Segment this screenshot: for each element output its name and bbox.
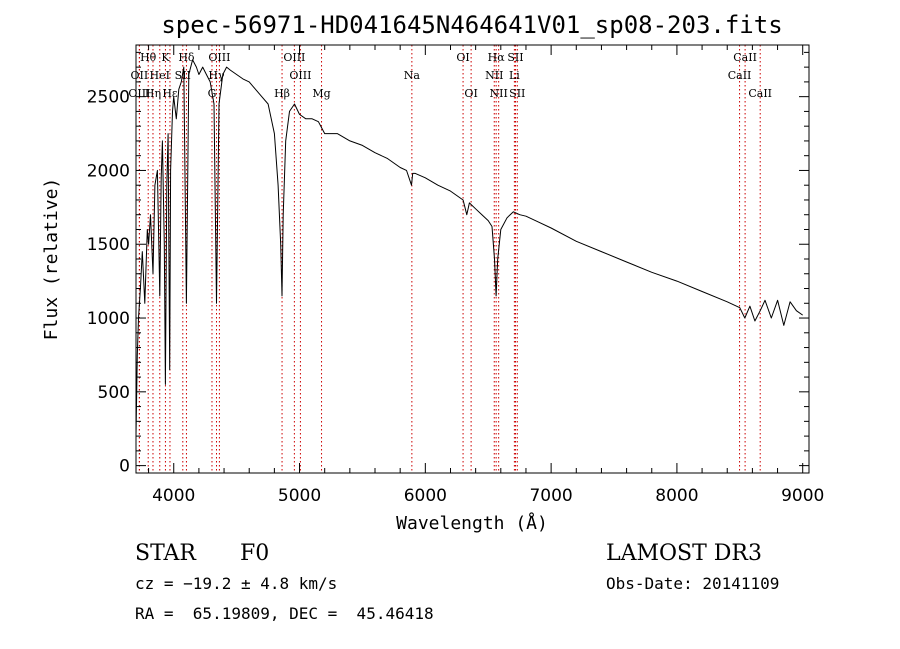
spectral-line-label: Li	[509, 69, 520, 82]
spectral-line-label: SII	[507, 51, 523, 64]
y-tick-label: 1000	[87, 309, 130, 329]
spectral-line-label: Hβ	[274, 87, 290, 100]
spectral-line-label: CaII	[728, 69, 752, 82]
spectrum-series	[135, 59, 803, 437]
spectral-line-label: Hθ	[140, 51, 157, 64]
x-tick-label: 7000	[529, 486, 572, 506]
spectral-line-label: HeI	[150, 69, 170, 82]
x-tick-label: 6000	[404, 486, 447, 506]
sky-coordinates: RA = 65.19809, DEC = 45.46418	[135, 604, 434, 623]
x-tick-label: 4000	[152, 486, 195, 506]
plot-frame	[135, 44, 810, 474]
spectral-subclass: F0	[240, 541, 269, 566]
spectral-line-label: NII	[490, 87, 508, 100]
y-tick-label: 500	[98, 383, 130, 403]
spectral-line-label: SII	[509, 87, 525, 100]
spectral-line-label: CaII	[748, 87, 772, 100]
spectral-line-label: Mg	[312, 87, 330, 100]
spectral-line-label: K	[161, 51, 170, 64]
x-tick-label: 5000	[278, 486, 321, 506]
y-tick-label: 2000	[87, 161, 130, 181]
x-axis-label: Wavelength (Å)	[396, 512, 548, 534]
observation-date: Obs-Date: 20141109	[606, 574, 779, 593]
spectral-line-label: Hα	[488, 51, 506, 64]
spectral-line-label: OIII	[289, 69, 311, 82]
x-tick-label: 8000	[655, 486, 698, 506]
survey-name: LAMOST DR3	[606, 541, 762, 566]
x-axis-ticks: 4000 5000 6000 7000 8000 9000	[148, 45, 824, 506]
chart-title: spec-56971-HD041645N464641V01_sp08-203.f…	[161, 11, 782, 39]
spectral-line-label: Hη	[145, 87, 161, 100]
redshift-velocity: cz = −19.2 ± 4.8 km/s	[135, 574, 337, 593]
spectral-line-markers	[138, 45, 761, 473]
spectral-line-label: OI	[456, 51, 469, 64]
y-tick-label: 1500	[87, 235, 130, 255]
spectral-line-label: Hδ	[178, 51, 195, 64]
spectral-line-label: OIII	[208, 51, 230, 64]
spectral-line-label: Hγ	[208, 69, 225, 82]
y-tick-label: 2500	[87, 88, 130, 108]
spectral-line-label: Na	[404, 69, 421, 82]
y-tick-label: 0	[119, 457, 130, 477]
spectral-line-label: OI	[464, 87, 477, 100]
spectral-line-label: Hε	[162, 87, 178, 100]
spectrum-line	[135, 59, 803, 437]
spectral-line-label: NII	[485, 69, 503, 82]
x-tick-label: 9000	[781, 486, 824, 506]
y-axis-ticks: 0 500 1000 1500 2000 2500	[87, 51, 809, 477]
spectral-line-label: OII	[131, 69, 149, 82]
object-class: STAR	[135, 541, 197, 566]
y-axis-label: Flux (relative)	[41, 178, 62, 341]
spectral-line-label: CaII	[733, 51, 757, 64]
spectral-line-label: OIII	[283, 51, 305, 64]
